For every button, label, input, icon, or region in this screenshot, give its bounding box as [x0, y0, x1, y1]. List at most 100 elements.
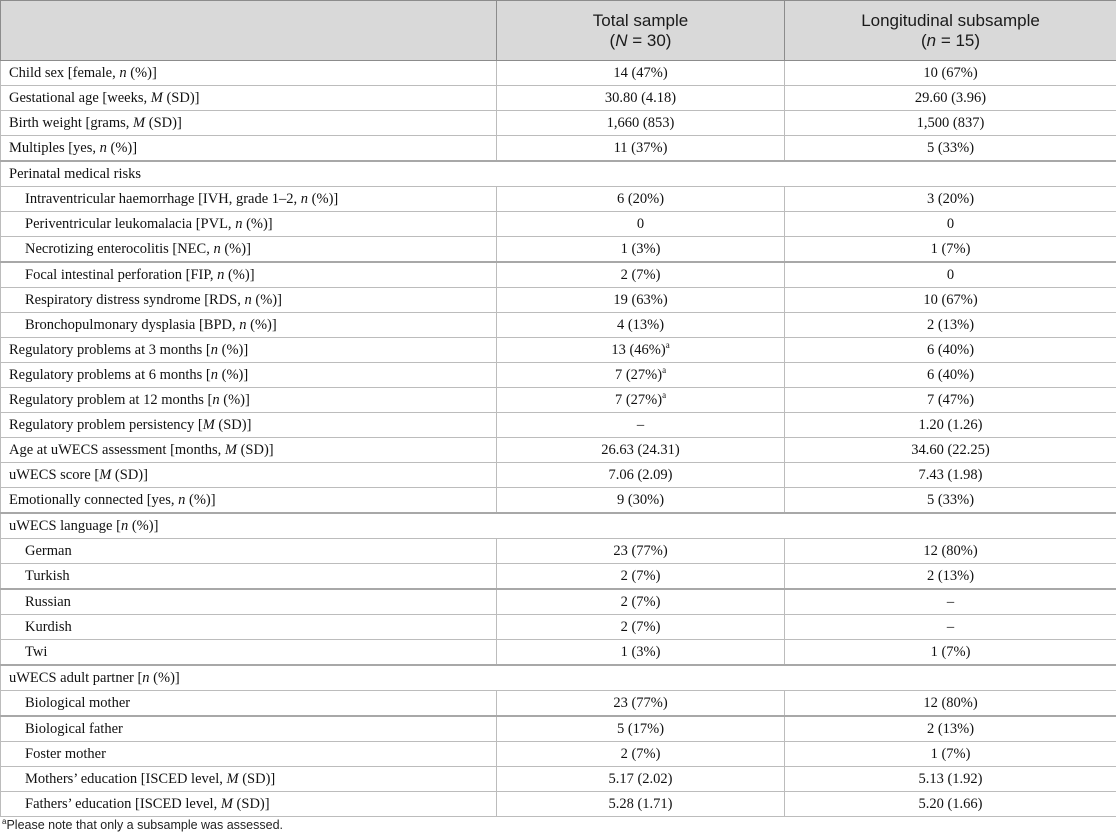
total-sample-value: 1,660 (853) [496, 110, 785, 136]
header-total-sample: Total sample (N = 30) [496, 0, 785, 61]
total-sample-value: 9 (30%) [496, 487, 785, 514]
table-row: Periventricular leukomalacia [PVL, n (%)… [0, 211, 1116, 237]
table-header: Total sample (N = 30) Longitudinal subsa… [0, 0, 1116, 61]
row-label: Turkish [0, 563, 497, 590]
row-label: Focal intestinal perforation [FIP, n (%)… [0, 261, 497, 288]
table-row: Bronchopulmonary dysplasia [BPD, n (%)] 4… [0, 312, 1116, 338]
row-label: Necrotizing enterocolitis [NEC, n (%)] [0, 236, 497, 263]
longitudinal-value: 12 (80%) [784, 538, 1116, 564]
row-label: Multiples [yes, n (%)] [0, 135, 497, 162]
longitudinal-value: 5 (33%) [784, 487, 1116, 514]
table-row: uWECS adult partner [n (%)] [0, 664, 1116, 691]
total-sample-value: 5 (17%) [496, 715, 785, 742]
footnote-ref: a [662, 390, 667, 400]
longitudinal-value: 6 (40%) [784, 337, 1116, 363]
table-row: uWECS language [n (%)] [0, 512, 1116, 539]
total-sample-value: 23 (77%) [496, 538, 785, 564]
longitudinal-value: 6 (40%) [784, 362, 1116, 388]
row-label: Respiratory distress syndrome [RDS, n (%… [0, 287, 497, 313]
footnote-marker: a [2, 817, 7, 826]
row-label: Birth weight [grams, M (SD)] [0, 110, 497, 136]
row-label: Bronchopulmonary dysplasia [BPD, n (%)] [0, 312, 497, 338]
header-total-sample-title: Total sample [592, 10, 689, 30]
table-row: Focal intestinal perforation [FIP, n (%)… [0, 261, 1116, 288]
row-label: Child sex [female, n (%)] [0, 60, 497, 86]
table-row: Kurdish 2 (7%) – [0, 614, 1116, 640]
longitudinal-value: 7 (47%) [784, 387, 1116, 413]
table-row: Regulatory problems at 3 months [n (%)] 1… [0, 337, 1116, 363]
table-row: Biological mother 23 (77%) 12 (80%) [0, 690, 1116, 717]
row-label: German [0, 538, 497, 564]
table-row: Perinatal medical risks [0, 160, 1116, 187]
table-row: Mothers’ education [ISCED level, M (SD)]… [0, 766, 1116, 792]
table-row: Multiples [yes, n (%)] 11 (37%) 5 (33%) [0, 135, 1116, 162]
row-label: Age at uWECS assessment [months, M (SD)] [0, 437, 497, 463]
total-sample-value: 7 (27%)a [496, 362, 785, 388]
footnote-ref: a [665, 340, 670, 350]
total-sample-value: 30.80 (4.18) [496, 85, 785, 111]
row-label: Regulatory problems at 3 months [n (%)] [0, 337, 497, 363]
table-row: Fathers’ education [ISCED level, M (SD)]… [0, 791, 1116, 817]
row-label: Intraventricular haemorrhage [IVH, grade… [0, 186, 497, 212]
row-label: uWECS adult partner [n (%)] [0, 664, 1116, 691]
table-row: Respiratory distress syndrome [RDS, n (%… [0, 287, 1116, 313]
table-row: Gestational age [weeks, M (SD)] 30.80 (4.… [0, 85, 1116, 111]
total-sample-value: 1 (3%) [496, 639, 785, 666]
table-body: Child sex [female, n (%)] 14 (47%) 10 (67%… [0, 60, 1116, 817]
longitudinal-value: 29.60 (3.96) [784, 85, 1116, 111]
total-sample-value: 7.06 (2.09) [496, 462, 785, 488]
footnote-text: Please note that only a subsample was as… [6, 818, 284, 832]
header-total-sample-N: N [615, 30, 628, 50]
longitudinal-value: 1 (7%) [784, 639, 1116, 666]
table-row: Foster mother 2 (7%) 1 (7%) [0, 741, 1116, 767]
table-row: Twi 1 (3%) 1 (7%) [0, 639, 1116, 666]
table-row: Age at uWECS assessment [months, M (SD)]… [0, 437, 1116, 463]
table-row: Regulatory problems at 6 months [n (%)] 7… [0, 362, 1116, 388]
total-sample-value: – [496, 412, 785, 438]
total-sample-value: 5.17 (2.02) [496, 766, 785, 792]
footnote-ref: a [662, 365, 667, 375]
total-sample-value: 5.28 (1.71) [496, 791, 785, 817]
row-label: Russian [0, 588, 497, 615]
row-label: Twi [0, 639, 497, 666]
table-footnote: aPlease note that only a subsample was a… [2, 817, 284, 833]
longitudinal-value: 1.20 (1.26) [784, 412, 1116, 438]
longitudinal-value: 3 (20%) [784, 186, 1116, 212]
row-label: Periventricular leukomalacia [PVL, n (%)… [0, 211, 497, 237]
table-row: German 23 (77%) 12 (80%) [0, 538, 1116, 564]
longitudinal-value: 34.60 (22.25) [784, 437, 1116, 463]
row-label: Foster mother [0, 741, 497, 767]
longitudinal-value: 1 (7%) [784, 741, 1116, 767]
total-sample-value: 23 (77%) [496, 690, 785, 717]
longitudinal-value: – [784, 588, 1116, 615]
longitudinal-value: 0 [784, 211, 1116, 237]
longitudinal-value: 10 (67%) [784, 60, 1116, 86]
longitudinal-value: 2 (13%) [784, 715, 1116, 742]
longitudinal-value: 12 (80%) [784, 690, 1116, 717]
row-label: Biological father [0, 715, 497, 742]
header-variable-column [0, 0, 497, 61]
row-label: Perinatal medical risks [0, 160, 1116, 187]
row-label: Biological mother [0, 690, 497, 717]
longitudinal-value: 5.13 (1.92) [784, 766, 1116, 792]
table-row: Regulatory problem at 12 months [n (%)] 7… [0, 387, 1116, 413]
longitudinal-value: 1 (7%) [784, 236, 1116, 263]
total-sample-value: 2 (7%) [496, 261, 785, 288]
total-sample-value: 6 (20%) [496, 186, 785, 212]
row-label: uWECS language [n (%)] [0, 512, 1116, 539]
total-sample-value: 26.63 (24.31) [496, 437, 785, 463]
total-sample-value: 0 [496, 211, 785, 237]
table-row: Russian 2 (7%) – [0, 588, 1116, 615]
longitudinal-value: 7.43 (1.98) [784, 462, 1116, 488]
row-label: Regulatory problem persistency [M (SD)] [0, 412, 497, 438]
total-sample-value: 7 (27%)a [496, 387, 785, 413]
longitudinal-value: 0 [784, 261, 1116, 288]
longitudinal-value: – [784, 614, 1116, 640]
total-sample-value: 4 (13%) [496, 312, 785, 338]
total-sample-value: 19 (63%) [496, 287, 785, 313]
total-sample-value: 2 (7%) [496, 741, 785, 767]
longitudinal-value: 10 (67%) [784, 287, 1116, 313]
row-label: Fathers’ education [ISCED level, M (SD)] [0, 791, 497, 817]
table-row: Biological father 5 (17%) 2 (13%) [0, 715, 1116, 742]
